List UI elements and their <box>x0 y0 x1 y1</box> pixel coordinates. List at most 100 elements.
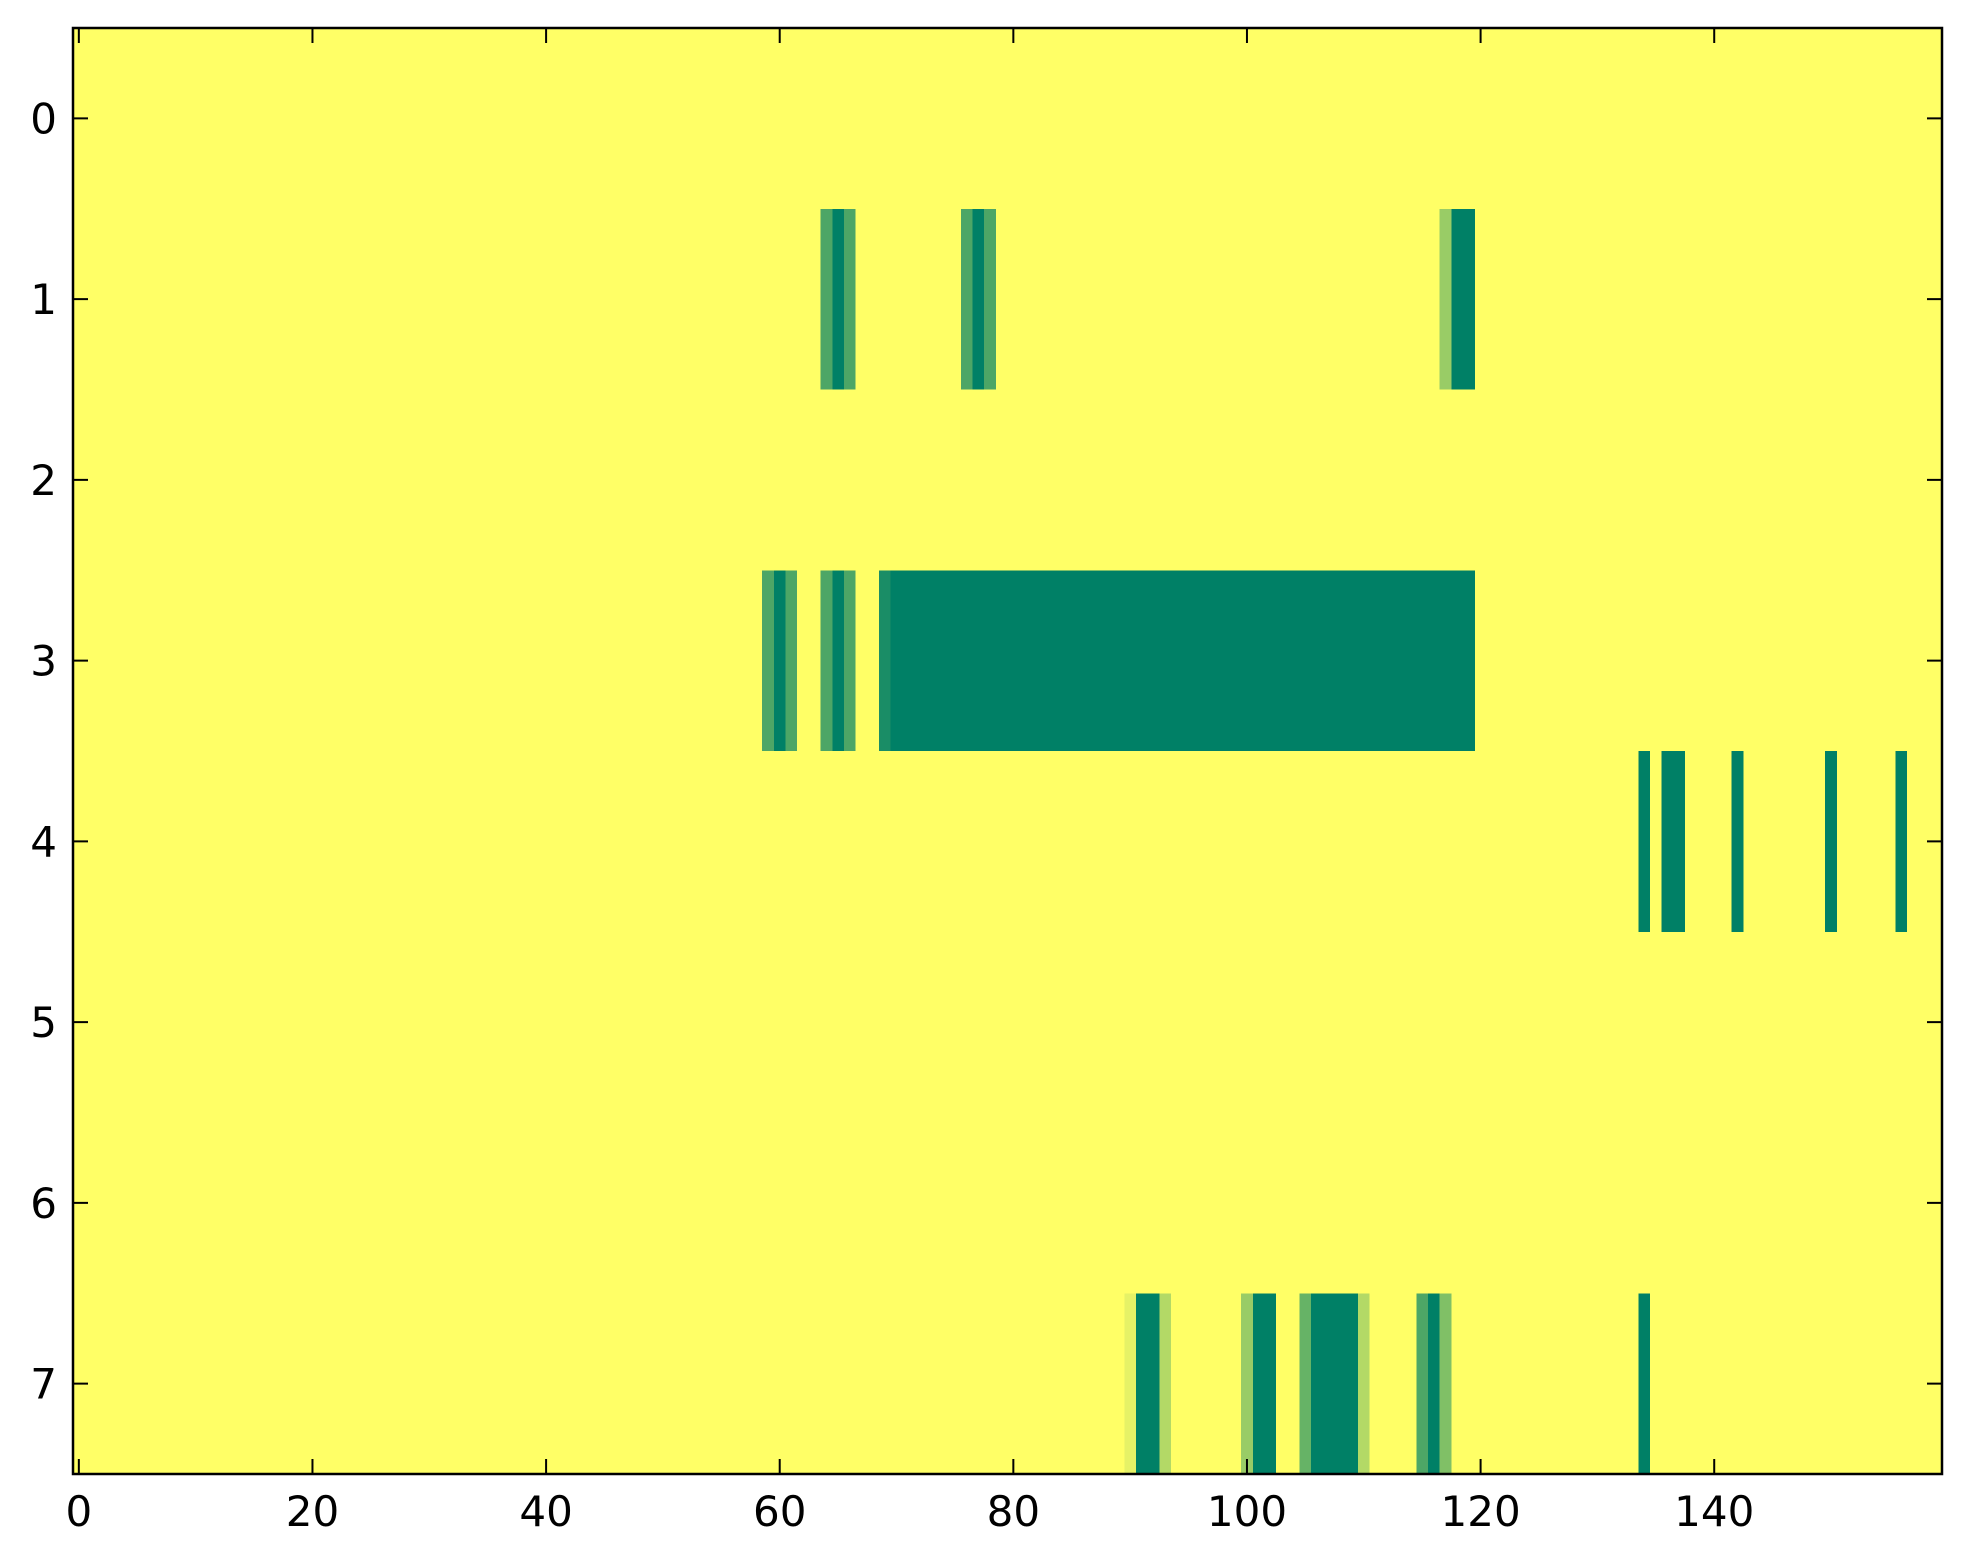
heatmap-cell <box>376 1112 389 1294</box>
heatmap-cell <box>294 28 308 210</box>
heatmap-cell <box>84 1293 97 1475</box>
heatmap-cell <box>1883 389 1896 571</box>
heatmap-cell <box>166 931 179 1113</box>
heatmap-cell <box>119 28 132 210</box>
heatmap-cell <box>563 1112 576 1294</box>
heatmap-cell <box>84 1112 97 1294</box>
heatmap-cell <box>843 570 857 752</box>
heatmap-cell <box>365 389 378 571</box>
heatmap-cell <box>1860 931 1873 1113</box>
heatmap-cell <box>703 208 716 390</box>
heatmap-cell <box>1147 389 1160 571</box>
heatmap-cell <box>318 1293 331 1475</box>
heatmap-cell <box>1568 208 1581 390</box>
heatmap-cell <box>1649 570 1663 752</box>
heatmap-cell <box>727 1293 740 1475</box>
heatmap-cell <box>1194 389 1207 571</box>
heatmap-cell <box>1194 751 1207 933</box>
heatmap-cell <box>318 28 331 210</box>
heatmap-cell <box>1404 931 1417 1113</box>
heatmap-cell <box>575 570 588 752</box>
heatmap-cell <box>341 208 354 390</box>
heatmap-cell <box>1614 208 1628 390</box>
heatmap-cell <box>1673 28 1686 210</box>
heatmap-cell <box>1649 1293 1663 1475</box>
heatmap-cell <box>1836 28 1850 210</box>
heatmap-cell <box>213 931 226 1113</box>
heatmap-cell <box>1755 570 1768 752</box>
heatmap-cell <box>1030 1112 1044 1294</box>
heatmap-cell <box>1918 208 1931 390</box>
heatmap-cell <box>1404 28 1417 210</box>
heatmap-cell <box>1836 1293 1850 1475</box>
heatmap-cell <box>1556 389 1569 571</box>
heatmap-cell <box>1135 570 1149 752</box>
heatmap-cell <box>119 570 132 752</box>
heatmap-cell <box>294 208 308 390</box>
heatmap-cell <box>1509 1293 1522 1475</box>
heatmap-cell <box>1579 1112 1593 1294</box>
heatmap-cell <box>610 1112 623 1294</box>
heatmap-cell <box>1171 570 1184 752</box>
heatmap-cell <box>1731 931 1744 1113</box>
heatmap-cell <box>1334 28 1347 210</box>
heatmap-cell <box>1217 1112 1230 1294</box>
heatmap-cell <box>925 208 938 390</box>
y-tick-label: 2 <box>30 456 57 505</box>
heatmap-cell <box>96 1293 109 1475</box>
heatmap-cell <box>1416 1293 1429 1475</box>
heatmap-cell <box>96 28 109 210</box>
heatmap-cell <box>1229 28 1242 210</box>
heatmap-cell <box>1241 208 1254 390</box>
heatmap-cell <box>1474 1293 1487 1475</box>
heatmap-cell <box>972 28 985 210</box>
heatmap-cell <box>1603 1112 1616 1294</box>
heatmap-cell <box>610 389 623 571</box>
heatmap-cell <box>318 389 331 571</box>
heatmap-cell <box>1030 570 1044 752</box>
heatmap-cell <box>516 389 530 571</box>
heatmap-cell <box>902 28 915 210</box>
heatmap-cell <box>715 1112 728 1294</box>
heatmap-cell <box>867 570 880 752</box>
heatmap-cell <box>143 1293 156 1475</box>
heatmap-cell <box>388 1112 401 1294</box>
heatmap-cell <box>154 751 167 933</box>
heatmap-cell <box>1498 751 1511 933</box>
heatmap-cell <box>785 389 798 571</box>
heatmap-cell <box>423 1112 436 1294</box>
heatmap-cell <box>1825 570 1838 752</box>
heatmap-cell <box>1159 28 1172 210</box>
heatmap-cell <box>435 1293 448 1475</box>
heatmap-cell <box>1089 208 1102 390</box>
heatmap-cell <box>423 570 436 752</box>
heatmap-cell <box>645 1112 658 1294</box>
heatmap-cell <box>154 1112 167 1294</box>
heatmap-cell <box>773 751 787 933</box>
heatmap-cell <box>785 751 798 933</box>
heatmap-cell <box>108 389 121 571</box>
heatmap-cell <box>329 28 343 210</box>
heatmap-cell <box>236 28 249 210</box>
heatmap-cell <box>914 389 927 571</box>
heatmap-cell <box>657 208 670 390</box>
heatmap-cell <box>143 570 156 752</box>
heatmap-cell <box>960 931 973 1113</box>
heatmap-cell <box>1112 1112 1125 1294</box>
heatmap-cell <box>1661 389 1674 571</box>
heatmap-cell <box>528 1293 541 1475</box>
heatmap-cell <box>96 751 109 933</box>
heatmap-cell <box>435 28 448 210</box>
heatmap-cell <box>1860 751 1873 933</box>
heatmap-cell <box>189 570 202 752</box>
heatmap-cell <box>388 931 401 1113</box>
heatmap-cell <box>1720 389 1733 571</box>
heatmap-cell <box>1463 570 1476 752</box>
heatmap-cell <box>259 1112 273 1294</box>
heatmap-cell <box>1626 570 1639 752</box>
heatmap-cell <box>1089 28 1102 210</box>
heatmap-cell <box>435 1112 448 1294</box>
heatmap-cell <box>1019 1112 1032 1294</box>
heatmap-cell <box>984 28 997 210</box>
